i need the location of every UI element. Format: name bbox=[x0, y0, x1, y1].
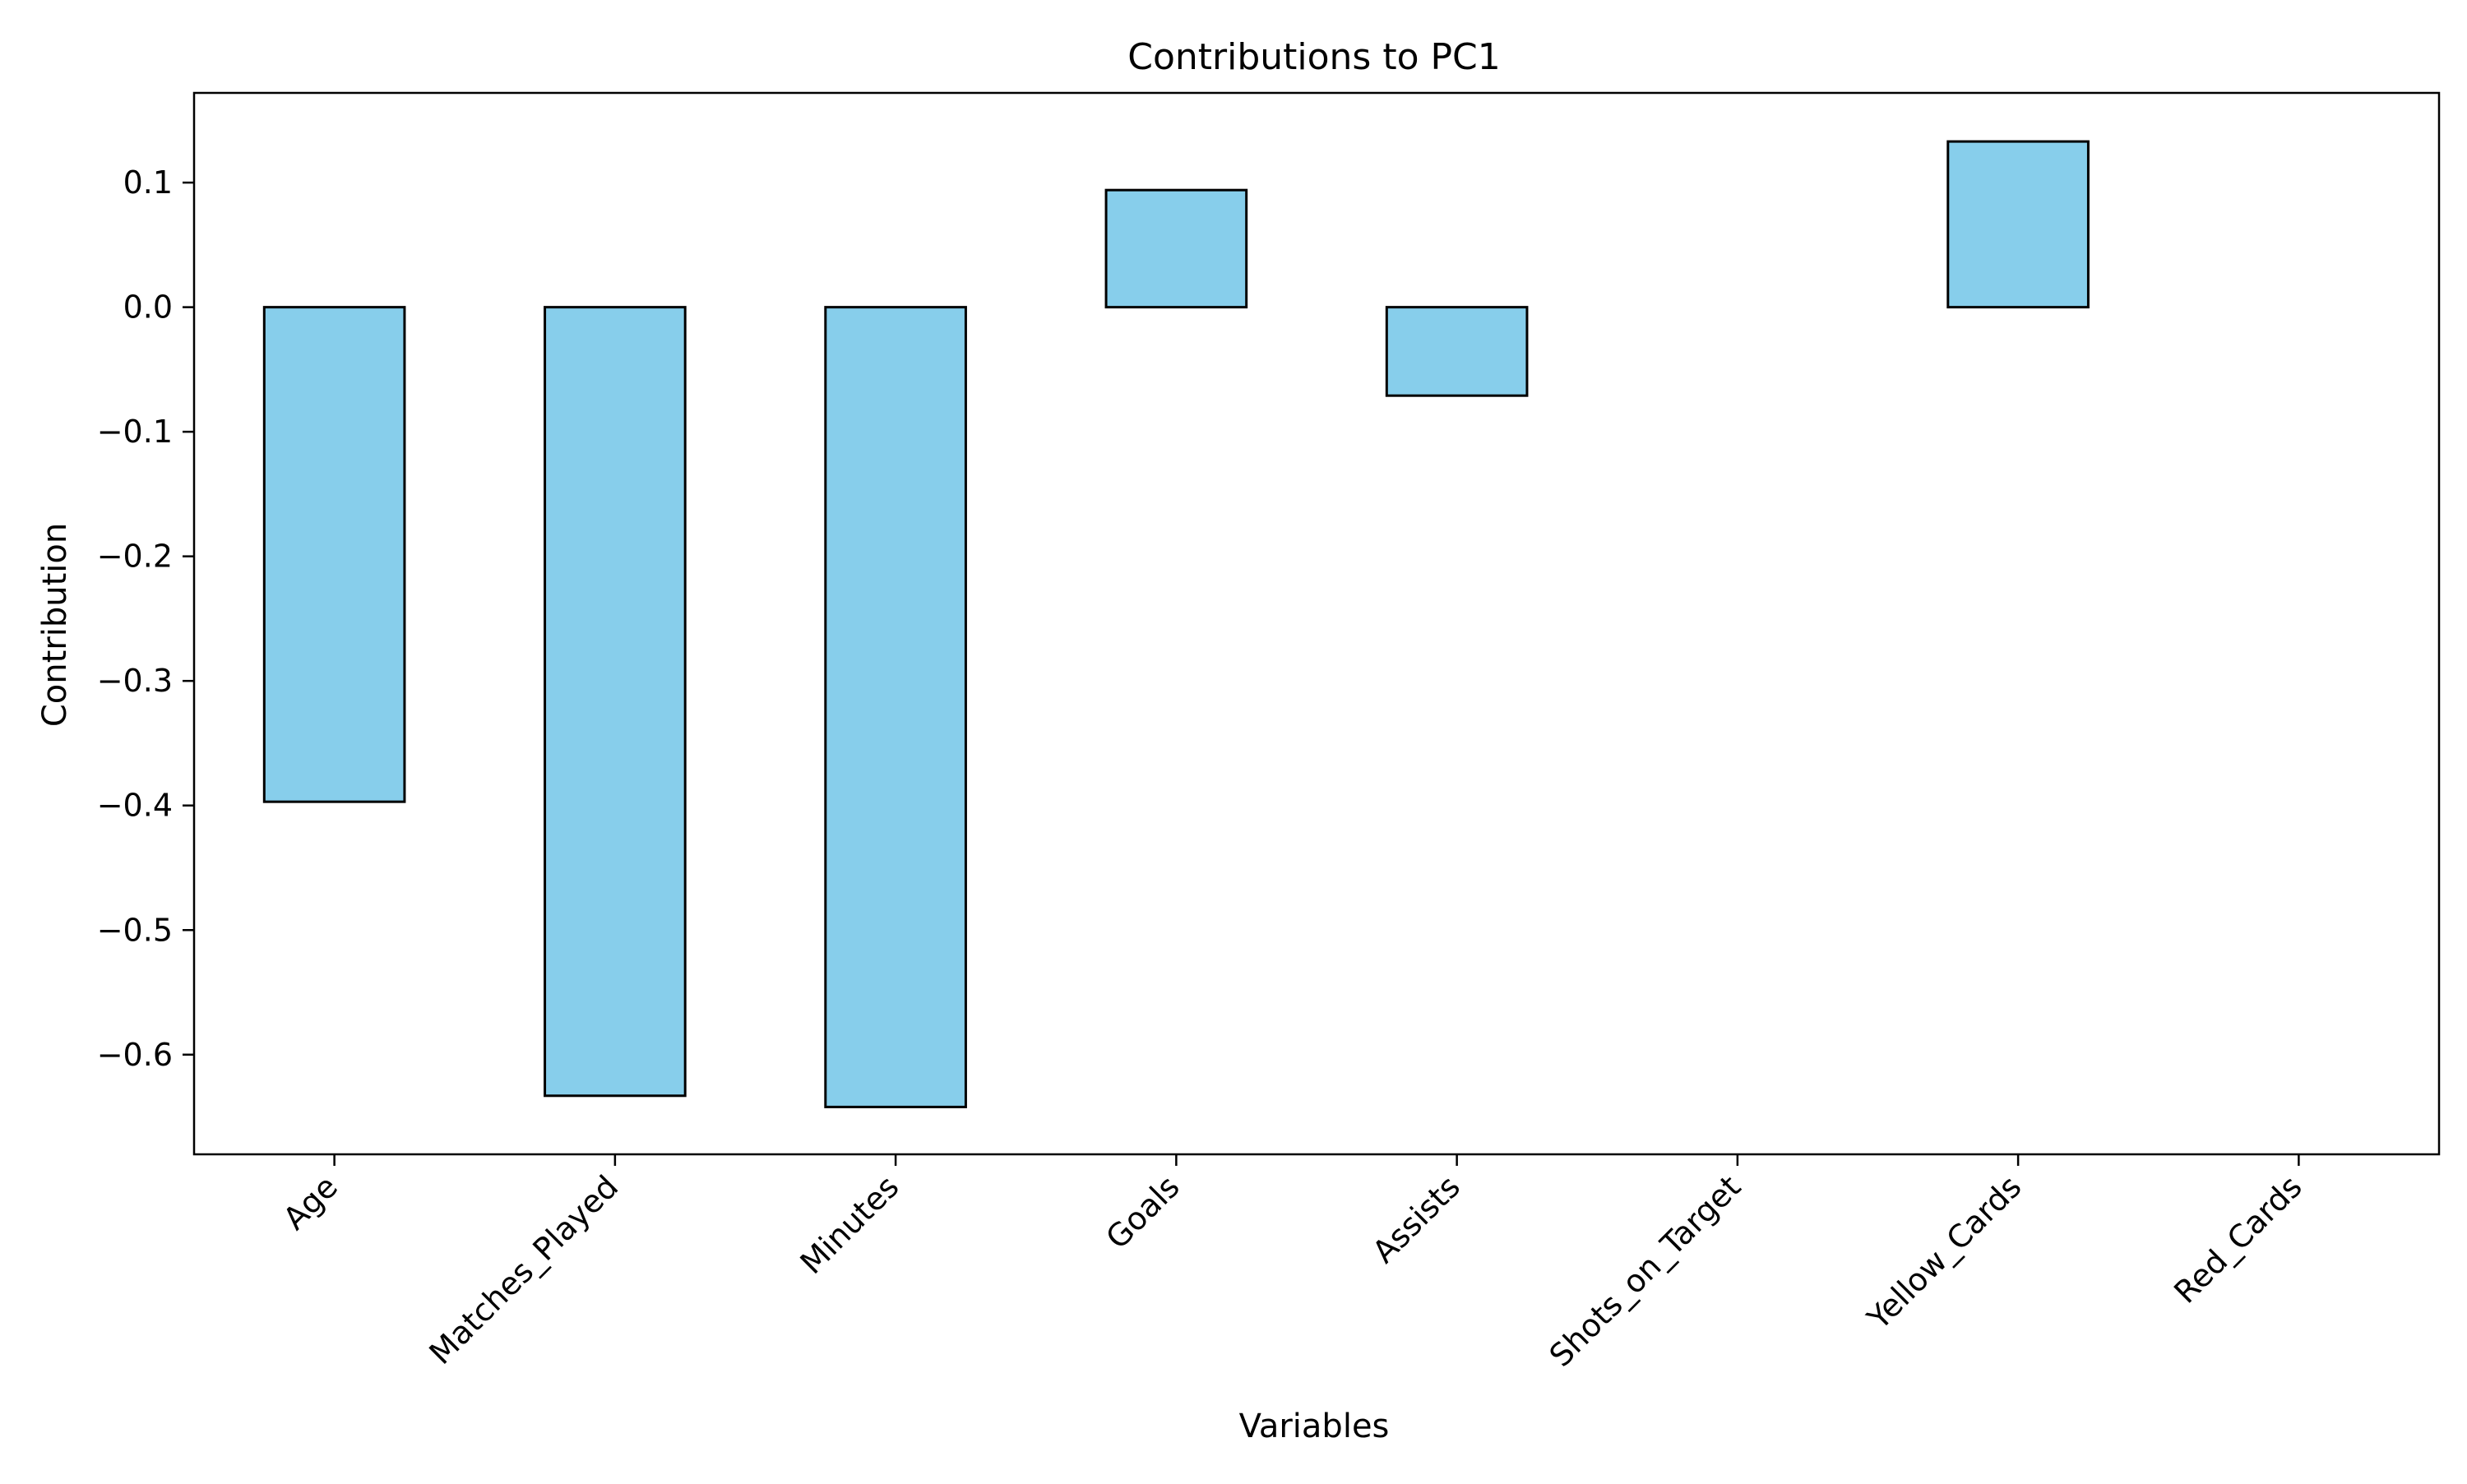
chart-title: Contributions to PC1 bbox=[1127, 36, 1501, 78]
y-tick-label: 0.1 bbox=[123, 164, 173, 201]
y-tick-label: −0.4 bbox=[97, 788, 173, 824]
plot-frame bbox=[192, 91, 2441, 1156]
y-tick-label: −0.3 bbox=[97, 663, 173, 699]
y-tick-label: −0.1 bbox=[97, 414, 173, 450]
y-tick-label: −0.6 bbox=[97, 1037, 173, 1073]
x-axis-label: Variables bbox=[1239, 1408, 1390, 1445]
bar-yellow-cards bbox=[1946, 140, 2090, 309]
y-axis-label: Contribution bbox=[36, 523, 74, 727]
y-tick-label: −0.5 bbox=[97, 912, 173, 948]
bar-assists bbox=[1385, 306, 1529, 397]
y-tick-label: 0.0 bbox=[123, 289, 173, 326]
bar-goals bbox=[1104, 188, 1248, 309]
bar-matches-played bbox=[544, 306, 687, 1098]
bar-minutes bbox=[824, 306, 967, 1108]
bar-age bbox=[262, 306, 406, 803]
y-tick-label: −0.2 bbox=[97, 539, 173, 575]
